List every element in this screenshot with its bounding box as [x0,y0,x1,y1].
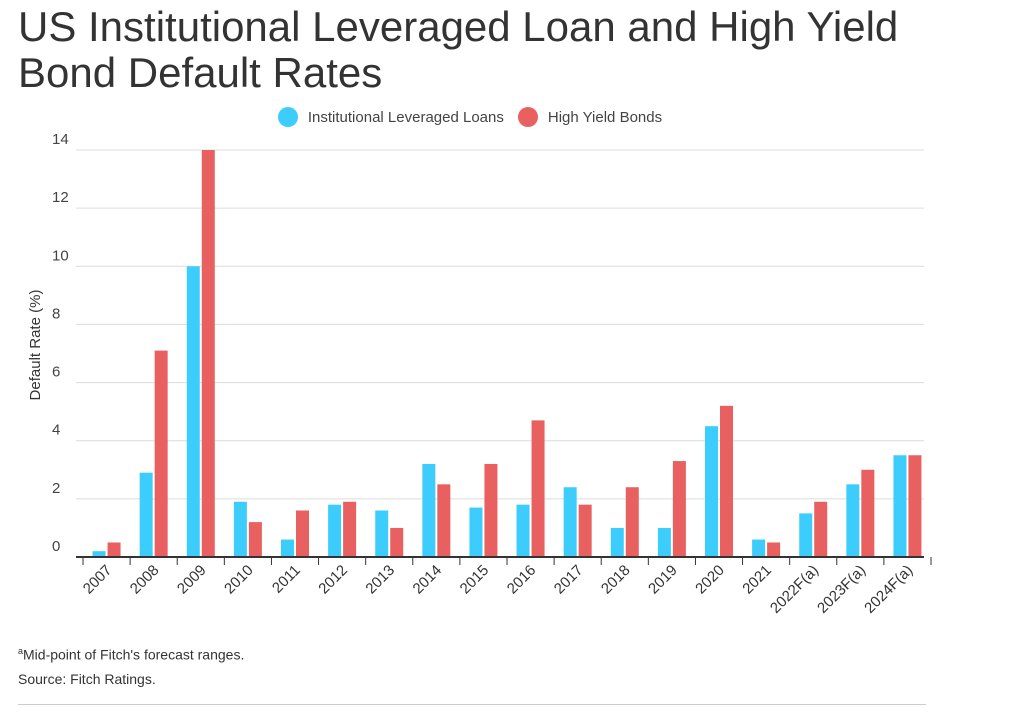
bar-loans-2021 [752,539,766,557]
bar-bonds-2023F(a) [861,469,875,557]
bar-loans-2013 [375,510,389,557]
bar-loans-2008 [139,472,153,557]
y-tick-label: 2 [52,480,60,497]
bar-loans-2007 [92,551,106,557]
x-tick-label: 2011 [269,562,304,597]
bar-loans-2014 [422,463,436,557]
x-tick-label: 2019 [645,562,681,598]
legend-item-loans[interactable]: Institutional Leveraged Loans [277,107,504,127]
bar-bonds-2022F(a) [814,501,828,557]
bar-loans-2011 [281,539,294,557]
bar-bonds-2018 [625,487,639,557]
footnote-text: Mid-point of Fitch's forecast ranges. [23,646,245,663]
bar-loans-2023F(a) [846,484,860,557]
x-tick-label: 2024F(a) [861,562,916,617]
y-tick-label: 6 [52,364,60,381]
bar-bonds-2024F(a) [908,455,922,557]
legend-label-bonds: High Yield Bonds [547,108,663,126]
bar-loans-2017 [563,487,577,557]
x-tick-label: 2018 [598,562,634,598]
x-tick-label: 2008 [127,562,163,598]
chart-legend: Institutional Leveraged Loans High Yield… [0,104,940,130]
bar-bonds-2007 [107,542,121,557]
bar-loans-2010 [233,501,247,557]
bar-loans-2012 [328,504,342,557]
x-tick-label: 2021 [739,562,775,598]
footnote-marker: a [18,646,24,656]
bar-loans-2018 [610,527,624,557]
bar-loans-2016 [516,504,530,557]
bar-bonds-2019 [672,461,686,557]
x-tick-label: 2014 [410,562,446,598]
legend-label-loans: Institutional Leveraged Loans [307,108,504,126]
y-tick-label: 8 [52,305,60,322]
bar-bonds-2016 [531,420,545,557]
x-tick-label: 2020 [692,562,728,598]
source-note: Source: Fitch Ratings. [18,671,156,687]
chart-title: US Institutional Leveraged Loan and High… [18,3,899,96]
y-tick-label: 0 [52,538,60,555]
legend-swatch-loans [277,107,298,127]
legend-item-bonds[interactable]: High Yield Bonds [517,107,663,127]
y-axis-label: Default Rate (%) [27,290,44,401]
bar-bonds-2021 [767,542,781,557]
bar-loans-2009 [186,266,200,557]
bar-loans-2019 [657,527,671,557]
bar-loans-2024F(a) [893,455,907,557]
bar-bonds-2013 [390,527,404,557]
y-tick-label: 14 [52,131,69,148]
y-tick-label: 12 [52,189,69,206]
legend-swatch-bonds [517,107,538,127]
footnote: aMid-point of Fitch's forecast ranges. [18,646,244,663]
bar-loans-2020 [705,426,718,557]
bar-bonds-2014 [437,484,451,557]
x-tick-label: 2015 [457,562,493,598]
bar-chart: 0 2 4 6 8 10 12 14 2007 2008 2009 2010 2011 2012 2013… [27,131,932,617]
x-tick-label: 2012 [315,562,351,598]
x-tick-label: 2023F(a) [814,562,869,617]
bottom-divider [18,704,926,705]
y-tick-label: 10 [52,247,69,264]
bar-bonds-2012 [343,501,357,557]
bar-bonds-2015 [484,463,498,557]
y-tick-label: 4 [52,422,60,439]
x-tick-label: 2013 [362,562,398,598]
bar-bonds-2009 [201,150,215,557]
x-tick-label: 2016 [504,562,540,598]
x-tick-label: 2022F(a) [767,562,822,617]
gridlines [76,149,924,500]
bar-bonds-2010 [248,522,262,557]
x-tick-label: 2010 [221,562,257,598]
x-axis: 2007 2008 2009 2010 2011 2012 2013 2014 2015 2016… [76,556,932,617]
x-tick-label: 2017 [551,562,587,598]
y-axis-ticks: 0 2 4 6 8 10 12 14 [52,131,69,555]
x-tick-label: 2007 [80,562,116,598]
bar-loans-2015 [469,507,483,557]
bar-bonds-2008 [154,350,168,557]
bar-bonds-2020 [720,405,733,557]
bar-bonds-2017 [578,504,592,557]
bar-loans-2022F(a) [799,513,813,557]
bars [92,150,922,557]
x-tick-label: 2009 [174,562,210,598]
bar-bonds-2011 [296,510,309,557]
